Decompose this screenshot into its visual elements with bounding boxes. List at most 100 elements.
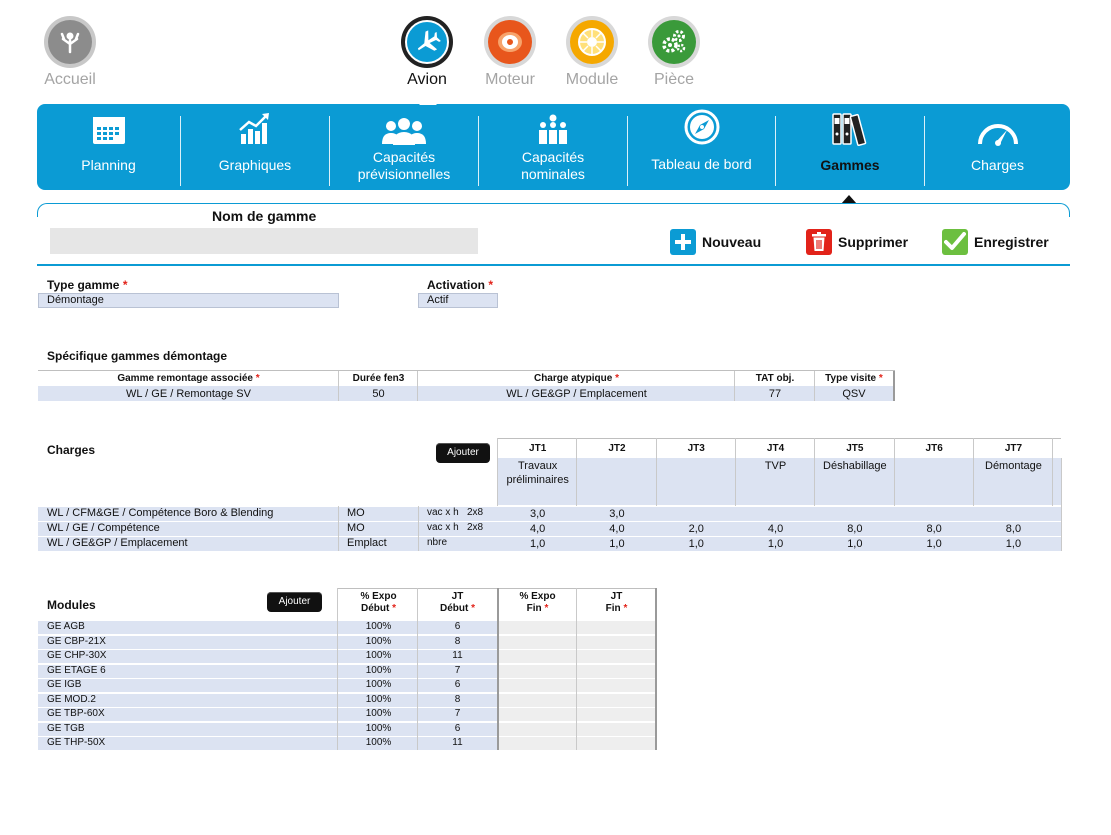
- charges-jt-value[interactable]: 4,0: [609, 523, 625, 535]
- charges-jt-value[interactable]: 8,0: [926, 523, 942, 535]
- modules-row-expo[interactable]: 100%: [365, 636, 392, 647]
- row-divider: [38, 521, 1061, 522]
- modules-row-expo[interactable]: 100%: [365, 723, 392, 734]
- modules-row-name[interactable]: GE THP-50X: [47, 737, 106, 748]
- charges-jt-value[interactable]: 4,0: [530, 523, 546, 535]
- charges-row-unit[interactable]: vac x h: [427, 507, 459, 518]
- menu-graphiques[interactable]: Graphiques: [181, 104, 329, 190]
- topnav-moteur[interactable]: Moteur: [470, 16, 550, 89]
- modules-row-jt[interactable]: 8: [454, 636, 461, 647]
- charges-row-name[interactable]: WL / GE / Compétence: [47, 522, 160, 534]
- topnav-avion[interactable]: Avion: [387, 16, 467, 89]
- specifique-charge-value[interactable]: WL / GE&GP / Emplacement: [506, 388, 647, 400]
- col-divider: [656, 438, 657, 551]
- charges-jt-value[interactable]: 2,0: [688, 523, 704, 535]
- charges-row-unit[interactable]: nbre: [427, 537, 448, 548]
- row-divider: [38, 620, 656, 621]
- modules-row-jt[interactable]: 11: [452, 737, 463, 748]
- charges-row-type[interactable]: MO: [347, 522, 365, 534]
- modules-row-name[interactable]: GE MOD.2: [47, 694, 96, 705]
- menu-charges[interactable]: Charges: [925, 104, 1070, 190]
- charges-row-unit2[interactable]: 2x8: [467, 522, 484, 533]
- charges-jt-value[interactable]: 1,0: [847, 538, 863, 550]
- modules-row-name[interactable]: GE CHP-30X: [47, 650, 107, 661]
- modules-row-expo[interactable]: 100%: [365, 708, 392, 719]
- charges-jt-value[interactable]: 1,0: [609, 538, 625, 550]
- charges-row-unit2[interactable]: 2x8: [467, 507, 484, 518]
- modules-row-expo[interactable]: 100%: [365, 650, 392, 661]
- charges-jt-value[interactable]: 1,0: [767, 538, 784, 550]
- charges-jt-value[interactable]: 1,0: [530, 538, 546, 550]
- modules-row-expo[interactable]: 100%: [365, 621, 392, 632]
- charges-jt-value[interactable]: 3,0: [609, 508, 625, 520]
- modules-row-name[interactable]: GE TBP-60X: [47, 708, 105, 719]
- menu-tableau-de-bord[interactable]: Tableau de bord: [628, 104, 775, 190]
- modules-row-bg: [38, 635, 498, 649]
- modules-row-expo[interactable]: 100%: [365, 679, 392, 690]
- menu-capacites-previsionnelles[interactable]: Capacités prévisionnelles: [330, 104, 478, 190]
- modules-row-fin-bg: [498, 722, 656, 736]
- charges-ajouter-button[interactable]: Ajouter: [436, 443, 490, 463]
- specifique-duree-value[interactable]: 50: [372, 388, 385, 400]
- modules-row-fin-bg: [498, 649, 656, 663]
- charges-row-name[interactable]: WL / GE&GP / Emplacement: [47, 537, 188, 549]
- specifique-type-visite-value[interactable]: QSV: [842, 388, 866, 400]
- nouveau-button[interactable]: Nouveau: [670, 229, 761, 255]
- topnav-accueil[interactable]: Accueil: [30, 16, 110, 89]
- topnav-label: Avion: [407, 71, 447, 88]
- modules-row-name[interactable]: GE ETAGE 6: [47, 665, 106, 676]
- specifique-gamme-value[interactable]: WL / GE / Remontage SV: [126, 388, 251, 400]
- modules-row-expo[interactable]: 100%: [365, 737, 392, 748]
- modules-row-expo[interactable]: 100%: [365, 665, 392, 676]
- modules-row-jt[interactable]: 8: [454, 694, 461, 705]
- charges-jt-value[interactable]: 1,0: [926, 538, 942, 550]
- charges-row-unit[interactable]: vac x h: [427, 522, 459, 533]
- modules-row-name[interactable]: GE CBP-21X: [47, 636, 106, 647]
- modules-row-jt[interactable]: 7: [454, 708, 461, 719]
- enregistrer-button[interactable]: Enregistrer: [942, 229, 1049, 255]
- charges-jt-value[interactable]: 1,0: [688, 538, 704, 550]
- topnav-piece[interactable]: Pièce: [634, 16, 714, 89]
- menu-planning[interactable]: Planning: [37, 104, 180, 190]
- charges-jt-value[interactable]: 8,0: [1005, 523, 1022, 535]
- specifique-header-charge: Charge atypique *: [533, 373, 620, 384]
- modules-row-expo[interactable]: 100%: [365, 694, 392, 705]
- bar-chart-icon: [181, 104, 329, 146]
- modules-row-jt[interactable]: 6: [454, 723, 461, 734]
- activation-field[interactable]: Actif: [418, 293, 498, 308]
- charges-row-type[interactable]: Emplact: [347, 537, 387, 549]
- charges-jt-value[interactable]: 4,0: [767, 523, 784, 535]
- gears-icon: [648, 16, 700, 68]
- modules-ajouter-button[interactable]: Ajouter: [267, 592, 322, 612]
- modules-row-bg: [38, 707, 498, 721]
- modules-row-name[interactable]: GE TGB: [47, 723, 85, 734]
- modules-row-jt[interactable]: 11: [452, 650, 463, 661]
- nom-gamme-input[interactable]: [50, 228, 478, 254]
- charges-jt-description: Travaux préliminaires: [506, 460, 569, 486]
- menu-separator: [627, 116, 628, 186]
- modules-row-jt[interactable]: 6: [454, 621, 461, 632]
- modules-row-fin-bg: [498, 678, 656, 692]
- charges-row-bg: [38, 521, 1061, 536]
- modules-row-jt[interactable]: 7: [454, 665, 461, 676]
- charges-row-type[interactable]: MO: [347, 507, 365, 519]
- charges-jt-value[interactable]: 8,0: [847, 523, 863, 535]
- menu-capacites-nominales[interactable]: Capacités nominales: [479, 104, 627, 190]
- charges-row-name[interactable]: WL / CFM&GE / Compétence Boro & Blending: [47, 507, 274, 519]
- modules-row-jt[interactable]: 6: [454, 679, 461, 690]
- topnav-label: Module: [565, 71, 619, 88]
- required-mark: *: [122, 278, 128, 292]
- supprimer-button[interactable]: Supprimer: [806, 229, 908, 255]
- charges-jt-value[interactable]: 1,0: [1005, 538, 1022, 550]
- modules-row-name[interactable]: GE IGB: [47, 679, 82, 690]
- topnav-module[interactable]: Module: [552, 16, 632, 89]
- type-gamme-field[interactable]: Démontage: [38, 293, 339, 308]
- specifique-tat-value[interactable]: 77: [768, 388, 782, 400]
- menu-gammes[interactable]: Gammes: [776, 104, 924, 190]
- activation-label: Activation *: [427, 278, 494, 292]
- row-divider: [38, 722, 656, 723]
- modules-row-name[interactable]: GE AGB: [47, 621, 85, 632]
- col-divider: [418, 506, 419, 551]
- charges-desc-bg: [498, 458, 1061, 505]
- charges-jt-value[interactable]: 3,0: [530, 508, 546, 520]
